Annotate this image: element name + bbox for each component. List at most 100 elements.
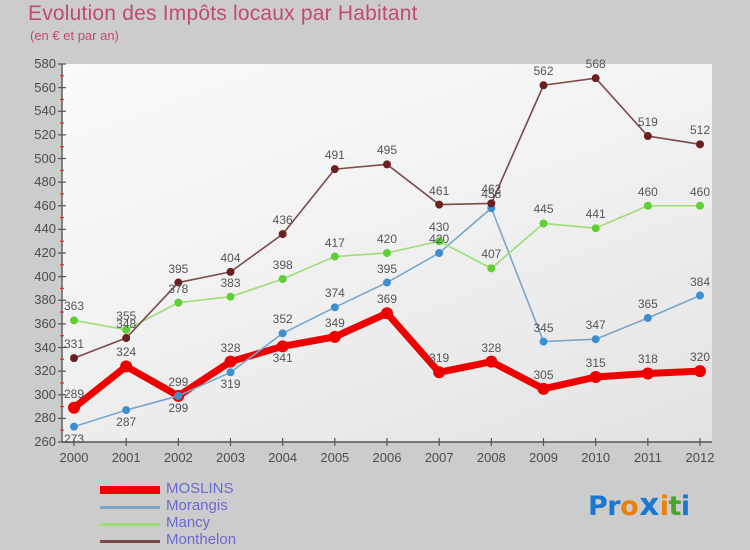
y-tick-label: 580: [34, 56, 56, 71]
y-tick-label: 280: [34, 410, 56, 426]
x-tick-label: 2006: [372, 450, 402, 465]
point-value-label: 345: [533, 320, 554, 335]
x-tick-label: 2009: [529, 450, 558, 465]
point-value-label: 417: [324, 235, 345, 250]
y-tick-label: 300: [34, 386, 56, 402]
page-subtitle: (en € et par an): [30, 28, 119, 43]
point-value-label: 287: [116, 415, 137, 430]
point-value-label: 407: [481, 247, 502, 262]
y-tick-label: 260: [34, 434, 56, 449]
point-value-label: 568: [585, 57, 606, 72]
point-value-label: 363: [63, 299, 85, 314]
point-value-label: 462: [481, 182, 502, 197]
point-value-label: 331: [63, 337, 85, 352]
point-value-label: 305: [533, 367, 554, 382]
x-tick-label: 2002: [163, 450, 193, 465]
legend-swatch: [100, 540, 160, 543]
point-value-label: 395: [168, 261, 189, 276]
point-value-label: 460: [689, 184, 711, 199]
legend-swatch: [100, 523, 160, 526]
point-value-label: 369: [376, 292, 398, 307]
axis-lines: [58, 63, 712, 446]
logo-letter: P: [588, 491, 608, 522]
point-value-label: 441: [585, 207, 606, 222]
y-tick-label: 500: [34, 150, 56, 166]
point-value-label: 458: [481, 187, 502, 202]
proxiti-logo: Proxiti: [588, 487, 690, 523]
point-value-label: 365: [637, 296, 658, 311]
series-mancy: [70, 201, 704, 334]
y-tick-label: 520: [34, 126, 56, 142]
point-value-label: 320: [689, 350, 711, 365]
y-tick-label: 440: [34, 221, 56, 237]
point-value-label: 347: [585, 318, 606, 333]
y-tick-label: 420: [34, 245, 56, 260]
point-value-label: 318: [637, 352, 658, 367]
point-value-label: 491: [324, 148, 345, 163]
point-value-label: 378: [168, 281, 189, 296]
point-value-label: 512: [689, 123, 711, 138]
point-value-label: 445: [533, 202, 554, 217]
legend-label: Morangis: [166, 497, 228, 514]
point-value-label: 348: [116, 317, 137, 332]
y-tick-label: 540: [34, 103, 56, 119]
point-value-label: 328: [220, 340, 241, 355]
point-value-label: 328: [481, 340, 502, 355]
x-tick-label: 2003: [216, 450, 245, 465]
x-tick-label: 2008: [476, 450, 506, 465]
point-value-label: 289: [63, 386, 85, 401]
point-value-label: 355: [116, 308, 137, 323]
y-tick-label: 360: [34, 315, 56, 331]
logo-letter: o: [620, 491, 639, 522]
point-value-label: 341: [272, 351, 293, 366]
point-value-label: 383: [220, 275, 241, 290]
x-tick-label: 2005: [320, 450, 350, 465]
y-tick-label: 380: [34, 292, 56, 308]
x-tick-label: 2012: [685, 450, 715, 465]
point-value-label: 436: [272, 213, 293, 228]
y-tick-label: 400: [34, 268, 56, 284]
y-tick-label: 460: [34, 197, 56, 213]
logo-letter: x: [639, 487, 659, 523]
series-monthelon: [70, 74, 704, 363]
x-tick-label: 2004: [268, 450, 298, 465]
legend-swatch: [100, 486, 160, 494]
point-value-label: 352: [272, 312, 293, 327]
point-value-label: 420: [429, 232, 450, 246]
point-value-label: 299: [168, 374, 189, 389]
point-value-label: 495: [376, 143, 398, 158]
x-tick-label: 2001: [111, 450, 141, 465]
point-value-label: 395: [376, 261, 398, 276]
y-tick-label: 320: [34, 363, 56, 379]
point-value-label: 374: [324, 286, 345, 301]
y-tick-label: 560: [34, 79, 56, 95]
point-value-label: 420: [376, 232, 398, 246]
point-value-label: 319: [220, 377, 241, 392]
legend-label: MOSLINS: [166, 480, 234, 497]
point-value-label: 460: [637, 184, 658, 199]
legend-label: Mancy: [166, 514, 211, 531]
x-tick-label: 2010: [581, 450, 611, 465]
point-value-label: 324: [116, 345, 137, 360]
logo-letter: i: [680, 491, 690, 522]
y-tick-label: 480: [34, 174, 56, 190]
legend-swatch: [100, 506, 160, 509]
point-value-label: 562: [533, 64, 554, 79]
point-value-label: 461: [429, 183, 450, 198]
logo-letter: t: [668, 491, 681, 522]
point-value-label: 398: [272, 257, 293, 272]
point-value-label: 384: [689, 274, 711, 289]
legend-label: Monthelon: [166, 531, 237, 548]
point-value-label: 519: [637, 115, 658, 130]
page-title: Evolution des Impôts locaux par Habitant: [28, 2, 418, 25]
point-value-label: 430: [429, 220, 450, 235]
x-tick-label: 2011: [633, 450, 662, 465]
point-value-label: 299: [168, 400, 189, 415]
x-tick-label: 2007: [424, 450, 454, 465]
x-tick-label: 2000: [59, 450, 89, 465]
point-value-label: 404: [220, 250, 241, 265]
logo-letter: r: [607, 491, 621, 522]
point-value-label: 349: [324, 315, 345, 330]
